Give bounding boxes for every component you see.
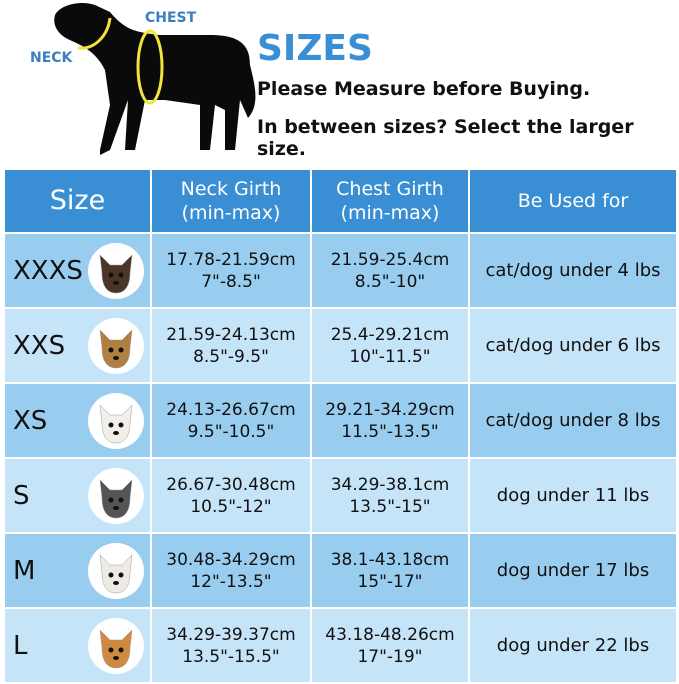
chest-girth-cell: 38.1-43.18cm 15"-17" [310,532,470,609]
bichon-photo [88,542,144,599]
yorkie-photo [88,317,144,374]
neck-in: 9.5"-10.5" [187,421,275,442]
size-tip: In between sizes? Select the larger size… [257,116,634,160]
chest-girth-cell: 43.18-48.26cm 17"-19" [310,607,470,684]
used-for-cell: dog under 22 lbs [468,607,678,684]
table-row: XS 24.13-26.67cm 9.5"-10.5" 29.21-34.29cm… [3,382,678,459]
col-size: Size [3,168,152,234]
neck-in: 8.5"-9.5" [193,346,269,367]
dog-silhouette-icon [54,3,256,155]
chest-cm: 25.4-29.21cm [330,324,450,345]
neck-girth-cell: 30.48-34.29cm 12"-13.5" [150,532,312,609]
used-for-cell: dog under 17 lbs [468,532,678,609]
neck-in: 7"-8.5" [201,271,261,292]
size-label: M [13,555,36,586]
neck-cm: 30.48-34.29cm [166,549,296,570]
chest-cm: 43.18-48.26cm [325,624,455,645]
table-row: XXXS 17.78-21.59cm 7"-8.5" 21.59-25.4cm 8.… [3,232,678,309]
neck-girth-cell: 26.67-30.48cm 10.5"-12" [150,457,312,534]
schnauzer-photo [88,467,144,524]
chest-girth-cell: 34.29-38.1cm 13.5"-15" [310,457,470,534]
col-chest-title: Chest Girth [336,178,444,200]
maltese-photo [88,392,144,449]
chest-cm: 21.59-25.4cm [330,249,450,270]
chest-in: 17"-19" [357,646,423,667]
chest-girth-cell: 29.21-34.29cm 11.5"-13.5" [310,382,470,459]
size-cell: XXXS [3,232,152,309]
table-row: XXS 21.59-24.13cm 8.5"-9.5" 25.4-29.21cm 1… [3,307,678,384]
neck-cm: 34.29-39.37cm [166,624,296,645]
col-neck-sub: (min-max) [181,202,281,224]
size-cell: XS [3,382,152,459]
table-row: S 26.67-30.48cm 10.5"-12" 34.29-38.1cm 13.… [3,457,678,534]
chihuahua-photo [88,242,144,299]
neck-cm: 17.78-21.59cm [166,249,296,270]
measure-note: Please Measure before Buying. [257,78,591,100]
chest-in: 15"-17" [357,571,423,592]
chest-girth-cell: 21.59-25.4cm 8.5"-10" [310,232,470,309]
chest-cm: 29.21-34.29cm [325,399,455,420]
chest-in: 11.5"-13.5" [341,421,439,442]
neck-label: NECK [30,50,73,66]
used-for-cell: cat/dog under 6 lbs [468,307,678,384]
chest-in: 10"-11.5" [349,346,431,367]
neck-in: 13.5"-15.5" [182,646,280,667]
used-for-cell: dog under 11 lbs [468,457,678,534]
table-row: M 30.48-34.29cm 12"-13.5" 38.1-43.18cm 15"… [3,532,678,609]
col-chest-girth: Chest Girth (min-max) [310,168,470,234]
table-row: L 34.29-39.37cm 13.5"-15.5" 43.18-48.26cm… [3,607,678,684]
size-label: S [13,480,30,511]
chest-in: 8.5"-10" [354,271,426,292]
neck-girth-cell: 24.13-26.67cm 9.5"-10.5" [150,382,312,459]
size-label: XS [13,405,48,436]
col-chest-sub: (min-max) [340,202,440,224]
col-neck-girth: Neck Girth (min-max) [150,168,312,234]
neck-in: 10.5"-12" [190,496,272,517]
size-cell: XXS [3,307,152,384]
chest-in: 13.5"-15" [349,496,431,517]
size-label: XXS [13,330,66,361]
neck-cm: 24.13-26.67cm [166,399,296,420]
neck-girth-cell: 17.78-21.59cm 7"-8.5" [150,232,312,309]
used-for-cell: cat/dog under 4 lbs [468,232,678,309]
neck-in: 12"-13.5" [190,571,272,592]
neck-girth-cell: 34.29-39.37cm 13.5"-15.5" [150,607,312,684]
table-header-row: Size Neck Girth (min-max) Chest Girth (min… [3,168,678,234]
neck-cm: 21.59-24.13cm [166,324,296,345]
neck-girth-cell: 21.59-24.13cm 8.5"-9.5" [150,307,312,384]
col-used-for: Be Used for [468,168,678,234]
chest-cm: 38.1-43.18cm [330,549,450,570]
size-cell: M [3,532,152,609]
used-for-cell: cat/dog under 8 lbs [468,382,678,459]
chest-girth-cell: 25.4-29.21cm 10"-11.5" [310,307,470,384]
size-label: L [13,630,28,661]
size-cell: S [3,457,152,534]
chest-label: CHEST [145,10,197,26]
neck-cm: 26.67-30.48cm [166,474,296,495]
page-title: SIZES [257,28,373,69]
hero-section: NECK CHEST SIZES Please Measure before B… [0,0,679,168]
chest-cm: 34.29-38.1cm [330,474,450,495]
col-neck-title: Neck Girth [180,178,282,200]
corgi-photo [88,617,144,674]
size-label: XXXS [13,255,83,286]
size-chart-table: Size Neck Girth (min-max) Chest Girth (min… [3,168,678,684]
size-cell: L [3,607,152,684]
